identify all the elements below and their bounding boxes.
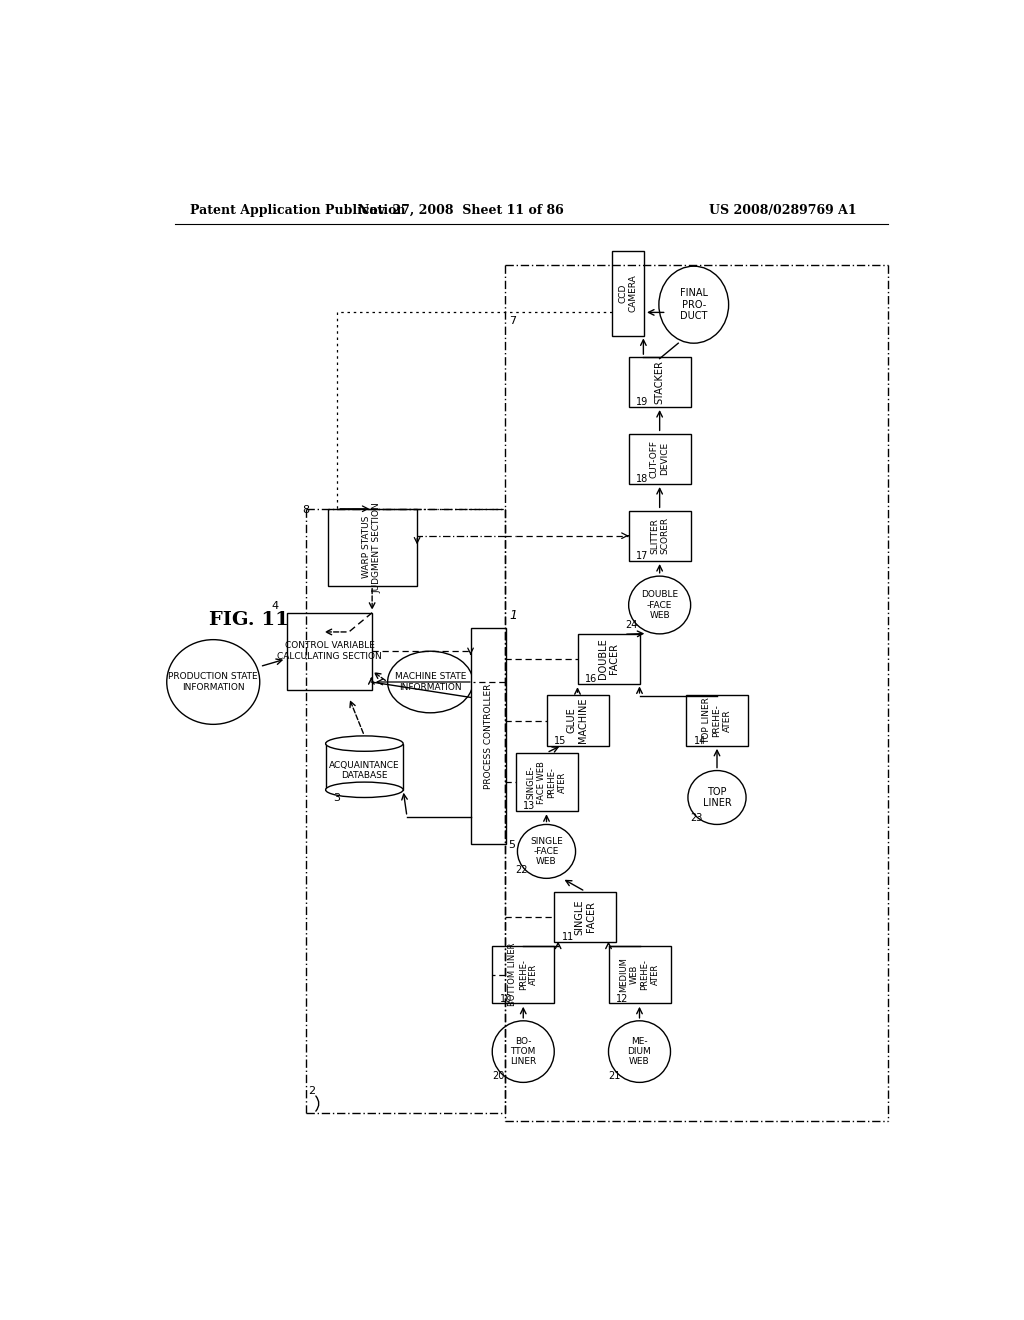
Ellipse shape <box>517 825 575 878</box>
Text: 10: 10 <box>500 994 512 1003</box>
Text: 12: 12 <box>616 994 629 1003</box>
Ellipse shape <box>167 640 260 725</box>
Text: 2: 2 <box>308 1086 315 1096</box>
Text: 8: 8 <box>302 504 309 515</box>
Text: Nov. 27, 2008  Sheet 11 of 86: Nov. 27, 2008 Sheet 11 of 86 <box>358 205 564 218</box>
Text: MACHINE STATE
INFORMATION: MACHINE STATE INFORMATION <box>394 672 466 692</box>
Ellipse shape <box>629 576 690 634</box>
Text: 13: 13 <box>523 801 536 810</box>
Text: WARP STATUS
JUDGMENT SECTION: WARP STATUS JUDGMENT SECTION <box>362 502 382 593</box>
Ellipse shape <box>326 781 403 797</box>
Text: SINGLE-
FACE WEB
PREHE-
ATER: SINGLE- FACE WEB PREHE- ATER <box>526 760 566 804</box>
Text: 3: 3 <box>334 793 340 804</box>
Text: 24: 24 <box>625 620 637 630</box>
Text: Patent Application Publication: Patent Application Publication <box>190 205 406 218</box>
FancyBboxPatch shape <box>629 356 690 407</box>
Text: 20: 20 <box>493 1071 505 1081</box>
Text: PRODUCTION STATE
INFORMATION: PRODUCTION STATE INFORMATION <box>168 672 258 692</box>
FancyBboxPatch shape <box>326 743 403 789</box>
FancyBboxPatch shape <box>629 511 690 561</box>
Text: PROCESS CONTROLLER: PROCESS CONTROLLER <box>484 684 493 788</box>
Text: 16: 16 <box>586 675 597 684</box>
Ellipse shape <box>326 737 403 751</box>
Text: 22: 22 <box>515 865 528 875</box>
Text: 17: 17 <box>636 550 649 561</box>
Text: DOUBLE
-FACE
WEB: DOUBLE -FACE WEB <box>641 590 678 620</box>
Text: BOTTOM LINER
PREHE-
ATER: BOTTOM LINER PREHE- ATER <box>508 942 539 1006</box>
Text: 4: 4 <box>271 601 279 611</box>
Text: FINAL
PRO-
DUCT: FINAL PRO- DUCT <box>680 288 708 321</box>
FancyBboxPatch shape <box>328 508 417 586</box>
Text: TOP
LINER: TOP LINER <box>702 787 731 808</box>
Text: 23: 23 <box>690 813 702 822</box>
Ellipse shape <box>688 771 746 825</box>
FancyBboxPatch shape <box>629 434 690 483</box>
Text: STACKER: STACKER <box>654 360 665 404</box>
FancyBboxPatch shape <box>515 754 578 810</box>
Text: 1: 1 <box>509 609 517 622</box>
Text: SINGLE
FACER: SINGLE FACER <box>574 899 596 935</box>
Text: DOUBLE
FACER: DOUBLE FACER <box>598 639 620 680</box>
FancyBboxPatch shape <box>493 945 554 1003</box>
Ellipse shape <box>493 1020 554 1082</box>
Text: SINGLE
-FACE
WEB: SINGLE -FACE WEB <box>530 837 563 866</box>
Text: 21: 21 <box>608 1071 621 1081</box>
Text: 7: 7 <box>509 315 516 326</box>
Text: 11: 11 <box>562 932 574 942</box>
FancyBboxPatch shape <box>611 251 644 335</box>
Text: TOP LINER
PREHE-
ATER: TOP LINER PREHE- ATER <box>702 697 732 744</box>
Text: 15: 15 <box>554 735 566 746</box>
Text: CCD
CAMERA: CCD CAMERA <box>618 275 638 312</box>
Text: ME-
DIUM
WEB: ME- DIUM WEB <box>628 1036 651 1067</box>
FancyBboxPatch shape <box>471 628 506 843</box>
Text: GLUE
MACHINE: GLUE MACHINE <box>566 698 589 743</box>
Text: US 2008/0289769 A1: US 2008/0289769 A1 <box>709 205 856 218</box>
FancyBboxPatch shape <box>608 945 671 1003</box>
Text: BO-
TTOM
LINER: BO- TTOM LINER <box>510 1036 537 1067</box>
Text: 19: 19 <box>636 397 648 407</box>
FancyBboxPatch shape <box>578 634 640 684</box>
Ellipse shape <box>658 267 729 343</box>
Text: FIG. 11: FIG. 11 <box>209 611 289 630</box>
Ellipse shape <box>388 651 473 713</box>
Text: 14: 14 <box>693 735 706 746</box>
Text: CUT-OFF
DEVICE: CUT-OFF DEVICE <box>650 440 670 478</box>
Text: SLITTER
SCORER: SLITTER SCORER <box>650 517 670 554</box>
FancyBboxPatch shape <box>554 892 616 942</box>
Text: MEDIUM
WEB
PREHE-
ATER: MEDIUM WEB PREHE- ATER <box>620 957 659 993</box>
Ellipse shape <box>608 1020 671 1082</box>
Text: 18: 18 <box>636 474 648 484</box>
Text: ACQUAINTANCE
DATABASE: ACQUAINTANCE DATABASE <box>329 760 399 780</box>
Text: 5: 5 <box>508 840 515 850</box>
FancyBboxPatch shape <box>547 696 608 746</box>
FancyBboxPatch shape <box>287 612 372 689</box>
Text: CONTROL VARIABLE
CALCULATING SECTION: CONTROL VARIABLE CALCULATING SECTION <box>278 642 382 661</box>
FancyBboxPatch shape <box>686 696 748 746</box>
